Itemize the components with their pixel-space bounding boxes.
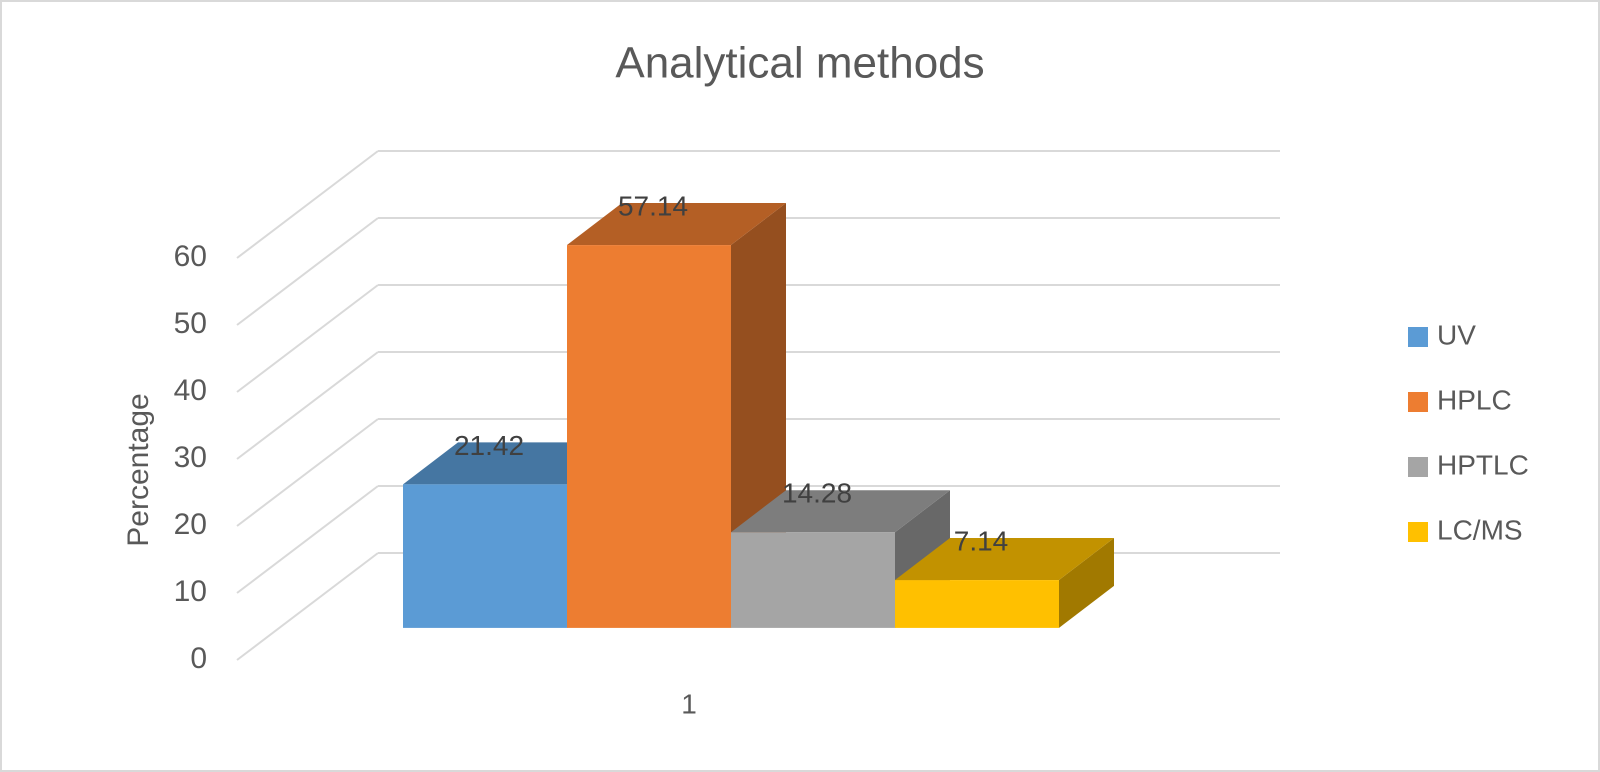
- grid-line: [236, 485, 379, 594]
- grid-line: [236, 284, 379, 393]
- grid-line: [236, 150, 379, 259]
- y-tick-label: 10: [174, 575, 207, 608]
- legend-swatch: [1408, 392, 1428, 412]
- legend-label: LC/MS: [1437, 514, 1523, 545]
- bar-side: [1059, 538, 1114, 628]
- bar: [731, 532, 895, 628]
- legend-swatch: [1408, 457, 1428, 477]
- bar: [403, 484, 567, 628]
- grid-line: [236, 552, 379, 661]
- value-label: 7.14: [954, 525, 1009, 556]
- grid-line: [236, 351, 379, 460]
- legend-label: HPLC: [1437, 384, 1512, 415]
- bar: [567, 245, 731, 628]
- legend-label: HPTLC: [1437, 449, 1529, 480]
- y-tick-label: 40: [174, 374, 207, 407]
- bar-top: [895, 538, 1114, 581]
- y-tick-label: 30: [174, 441, 207, 474]
- legend-swatch: [1408, 522, 1428, 542]
- value-label: 14.28: [782, 478, 852, 509]
- y-axis-label: Percentage: [122, 393, 155, 546]
- bar-top: [567, 203, 786, 246]
- value-label: 57.14: [618, 190, 688, 221]
- legend-swatch: [1408, 327, 1428, 347]
- x-tick-label: 1: [681, 688, 697, 719]
- y-tick-label: 50: [174, 307, 207, 340]
- y-tick-label: 60: [174, 240, 207, 273]
- chart-title: Analytical methods: [615, 39, 984, 88]
- value-label: 21.42: [454, 430, 524, 461]
- legend-label: UV: [1437, 319, 1476, 350]
- bar: [895, 580, 1059, 628]
- bar-top: [731, 490, 950, 533]
- y-tick-label: 0: [190, 642, 207, 675]
- y-tick-label: 20: [174, 508, 207, 541]
- grid-line: [236, 418, 379, 527]
- grid-line: [236, 217, 379, 326]
